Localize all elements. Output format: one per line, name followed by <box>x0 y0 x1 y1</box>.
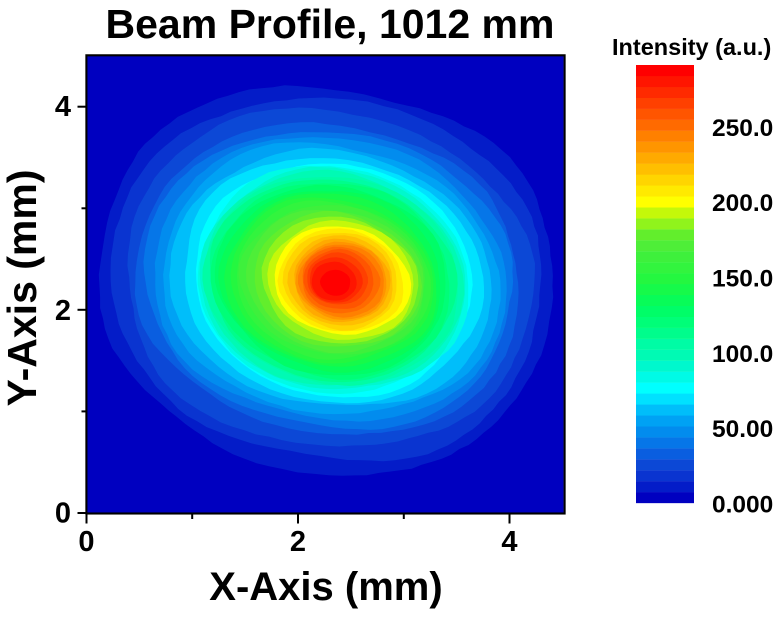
svg-text:0.000: 0.000 <box>712 491 773 518</box>
svg-text:50.00: 50.00 <box>712 416 773 443</box>
svg-text:200.0: 200.0 <box>712 190 773 217</box>
svg-text:Y-Axis (mm): Y-Axis (mm) <box>0 170 45 407</box>
svg-text:100.0: 100.0 <box>712 341 773 368</box>
svg-text:Intensity (a.u.): Intensity (a.u.) <box>612 34 771 60</box>
svg-text:0: 0 <box>55 498 71 530</box>
svg-text:2: 2 <box>55 295 71 327</box>
svg-text:0: 0 <box>78 526 94 558</box>
svg-text:4: 4 <box>501 526 517 558</box>
svg-text:250.0: 250.0 <box>712 115 773 142</box>
svg-text:4: 4 <box>55 91 71 123</box>
svg-text:X-Axis (mm): X-Axis (mm) <box>209 565 442 609</box>
svg-text:2: 2 <box>290 526 306 558</box>
svg-text:150.0: 150.0 <box>712 266 773 293</box>
svg-text:Beam Profile, 1012 mm: Beam Profile, 1012 mm <box>106 1 555 47</box>
